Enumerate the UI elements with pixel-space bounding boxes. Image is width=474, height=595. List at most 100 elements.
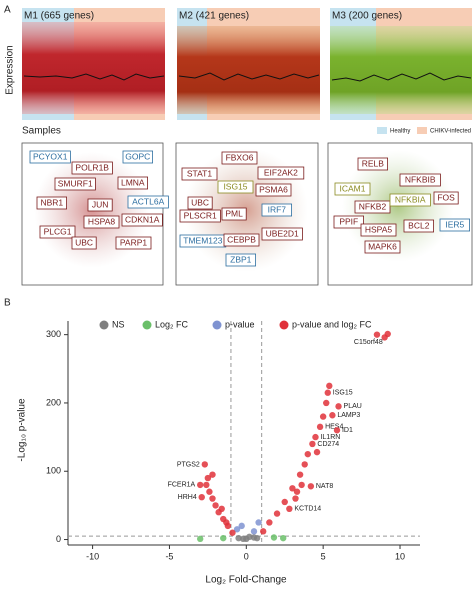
gene-label: MAPK6 [368, 241, 397, 251]
gene-label: PLCG1 [44, 226, 72, 236]
gene-box [117, 176, 149, 190]
gene-box [364, 240, 401, 254]
gene-label: PCYOX1 [33, 151, 68, 161]
gene-label: UBC [75, 237, 93, 247]
gene-box [334, 182, 371, 196]
legend-label: CHIKV-infected [430, 129, 471, 135]
gene-label: POLR1B [75, 162, 109, 172]
panel-label: A [4, 5, 11, 16]
gene-box [221, 207, 247, 221]
legend-label: p-value [225, 319, 255, 329]
gene-label: RELB [362, 158, 385, 168]
point-label: C15orf48 [354, 339, 383, 346]
point [298, 481, 305, 489]
gene-label: HSPA5 [365, 224, 393, 234]
point [250, 528, 258, 535]
point [218, 505, 225, 513]
point [313, 448, 321, 456]
point-label: KCTD14 [294, 506, 321, 513]
point [333, 427, 341, 434]
point [204, 474, 212, 482]
y-axis-label: Expression [5, 45, 16, 94]
point [273, 510, 281, 517]
gene-label: UBC [191, 197, 209, 207]
point [209, 471, 216, 478]
point-label: PTGS2 [177, 461, 200, 468]
point [240, 535, 247, 543]
panel-label: B [4, 298, 11, 309]
gene-box [127, 195, 169, 209]
point [246, 533, 253, 541]
point [270, 534, 278, 541]
point [212, 502, 219, 509]
gene-box [83, 215, 120, 229]
gene-box [181, 167, 218, 181]
point [253, 534, 261, 542]
gene-label: ACTL6A [132, 196, 164, 206]
point-label: LAMP3 [337, 412, 360, 419]
gene-box [187, 196, 213, 210]
gene-box [115, 236, 152, 250]
point [220, 534, 227, 542]
gene-label: SMURF1 [58, 178, 93, 188]
y-tick-label: 300 [46, 329, 61, 339]
legend-label: Healthy [390, 129, 410, 135]
point [203, 481, 210, 489]
point-label: NAT8 [316, 483, 333, 490]
point [316, 423, 324, 431]
gene-label: IRF7 [268, 204, 287, 214]
point [281, 498, 288, 506]
legend-label: Log₂ FC [155, 319, 189, 329]
gene-box [71, 236, 97, 250]
gene-label: ISG15 [223, 181, 247, 191]
legend-marker [279, 320, 289, 330]
legend-marker [212, 320, 222, 330]
legend-marker [142, 320, 152, 330]
point [198, 493, 205, 501]
point [309, 440, 316, 448]
x-tick-label: -5 [165, 551, 173, 561]
point [286, 505, 293, 513]
gene-label: BCL2 [408, 220, 430, 230]
gene-label: CDKN1A [125, 214, 160, 224]
gene-box [333, 215, 365, 229]
point [293, 488, 301, 495]
gene-box [357, 157, 389, 171]
point [206, 488, 213, 495]
point [279, 534, 287, 542]
gene-label: NFKBIA [395, 194, 426, 204]
point [196, 481, 204, 489]
gene-label: ICAM1 [340, 183, 366, 193]
gene-label: STAT1 [187, 168, 212, 178]
module-title: M1 (665 genes) [24, 11, 94, 22]
x-tick-label: 10 [395, 551, 405, 561]
point [381, 334, 388, 341]
point [319, 413, 327, 420]
gene-box [225, 253, 257, 267]
x-tick-label: -10 [86, 551, 99, 561]
gene-label: NBR1 [40, 197, 63, 207]
point [301, 461, 308, 468]
gene-label: LMNA [121, 177, 145, 187]
gene-label: GOPC [125, 151, 150, 161]
point-label: ID1 [342, 427, 353, 434]
point-label: FCER1A [168, 482, 196, 489]
point [233, 526, 241, 533]
gene-box [29, 150, 71, 164]
gene-label: PARP1 [120, 237, 148, 247]
gene-box [433, 191, 459, 205]
gene-box [87, 198, 113, 212]
gene-box [223, 233, 260, 247]
legend-label: p-value and log₂ FC [292, 319, 372, 329]
point [324, 389, 331, 396]
gene-box [439, 218, 471, 232]
gene-box [179, 209, 221, 223]
legend-label: NS [112, 319, 125, 329]
x-axis-label: Samples [22, 126, 61, 137]
gene-box [360, 223, 397, 237]
point-label: PLAU [344, 403, 362, 410]
gene-label: NFKB2 [359, 201, 387, 211]
point [238, 522, 245, 530]
gene-label: CEBPB [227, 234, 256, 244]
gene-box [403, 219, 435, 233]
